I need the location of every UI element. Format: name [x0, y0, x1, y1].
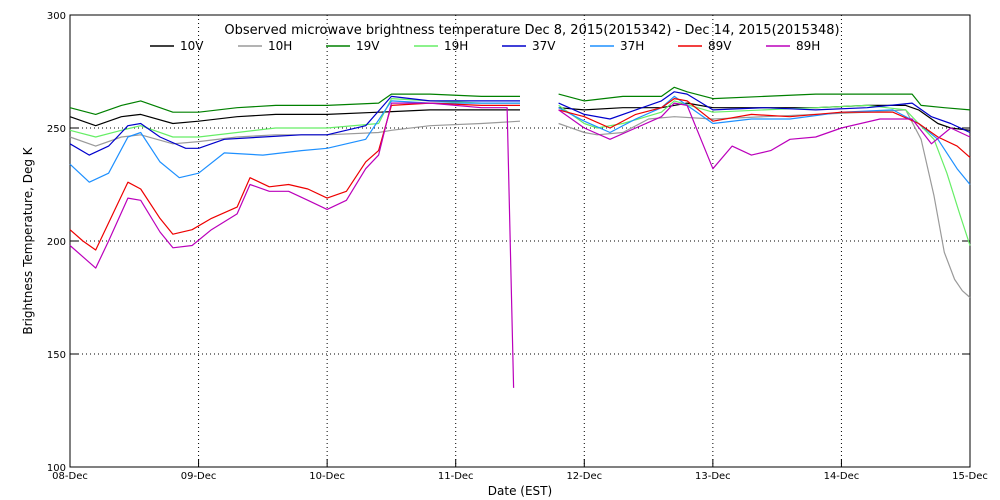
- x-tick-label: 09-Dec: [181, 471, 217, 482]
- x-tick-label: 12-Dec: [566, 471, 602, 482]
- x-tick-label: 10-Dec: [309, 471, 345, 482]
- x-tick-label: 11-Dec: [438, 471, 474, 482]
- legend-label-89h: 89H: [796, 39, 820, 53]
- x-tick-label: 14-Dec: [824, 471, 860, 482]
- legend-label-37h: 37H: [620, 39, 644, 53]
- y-tick-label: 150: [47, 350, 66, 361]
- series-line-19v: [69, 86, 971, 115]
- x-tick-label: 15-Dec: [952, 471, 988, 482]
- y-tick-label: 300: [47, 11, 66, 22]
- axis-ticks: 100 150 200 250 300 08-Dec 09-Dec 10-Dec 11-Dec 1…: [47, 11, 988, 482]
- legend-label-19h: 19H: [444, 39, 468, 53]
- legend-label-89v: 89V: [708, 39, 732, 53]
- series-line-10v: [69, 102, 971, 131]
- legend-label-37v: 37V: [532, 39, 556, 53]
- series-line-37h: [69, 95, 971, 185]
- x-tick-label: 08-Dec: [52, 471, 88, 482]
- series-lines: [69, 86, 971, 388]
- x-axis-label: Date (EST): [488, 484, 552, 498]
- y-tick-label: 200: [47, 237, 66, 248]
- series-line-10h: [69, 109, 971, 298]
- x-tick-label: 13-Dec: [695, 471, 731, 482]
- legend: 10V 10H 19V 19H 37V 37H 89V 89H: [150, 39, 820, 53]
- legend-label-19v: 19V: [356, 39, 380, 53]
- y-tick-label: 100: [47, 463, 66, 474]
- y-axis-label: Brightness Temperature, Deg K: [21, 146, 35, 334]
- grid: [70, 15, 970, 467]
- series-line-37v: [69, 91, 971, 156]
- y-tick-label: 250: [47, 124, 66, 135]
- legend-label-10v: 10V: [180, 39, 204, 53]
- chart-title: Observed microwave brightness temperatur…: [224, 23, 839, 38]
- legend-label-10h: 10H: [268, 39, 292, 53]
- series-line-89h: [69, 102, 971, 388]
